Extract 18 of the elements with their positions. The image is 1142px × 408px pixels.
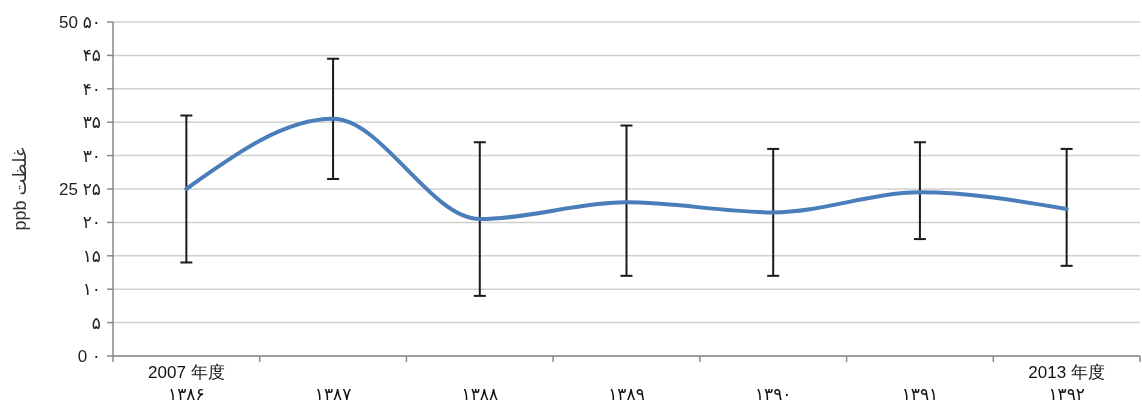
y-tick-label: ۳۰ <box>82 146 101 166</box>
y-tick-label: 0 ۰ <box>77 346 101 366</box>
y-tick-label: 50 ۵۰ <box>59 12 101 32</box>
x-tick-label: ۱۳۸۹ <box>608 385 645 404</box>
y-axis-title: غلظت ppb <box>10 147 30 231</box>
x-tick-label: ۱۳۹۰ <box>754 385 792 404</box>
y-tick-label: ۳۵ <box>82 113 101 133</box>
y-tick-label: ۴۵ <box>82 46 101 66</box>
x-tick-label: ۱۳۹۱ <box>901 385 939 404</box>
x-tick-label: ۱۳۸۸ <box>461 385 499 404</box>
y-tick-label: ۵ <box>91 313 101 333</box>
y-tick-label: ۴۰ <box>82 79 101 99</box>
line-series <box>184 116 1069 222</box>
y-tick-label: ۲۰ <box>82 213 101 233</box>
x-tick-label: ۱۳۸۷ <box>314 385 352 404</box>
y-tick-label: 25 ۲۵ <box>59 179 101 199</box>
y-tick-label: ۱۵ <box>82 246 101 266</box>
y-tick-label: ۱۰ <box>82 280 101 300</box>
